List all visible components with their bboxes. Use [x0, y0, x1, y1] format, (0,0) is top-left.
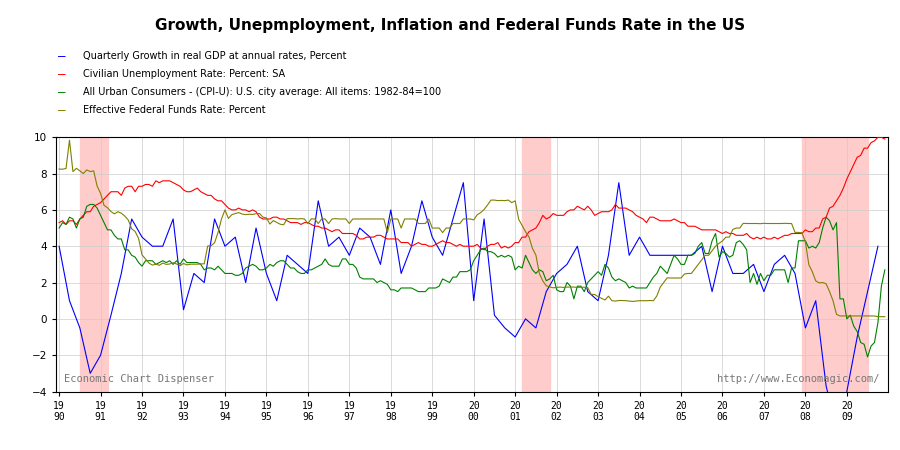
- Text: —: —: [58, 68, 66, 81]
- Text: Quarterly Growth in real GDP at annual rates, Percent: Quarterly Growth in real GDP at annual r…: [83, 51, 347, 61]
- Text: Economic Chart Dispenser: Economic Chart Dispenser: [64, 374, 214, 384]
- Bar: [80, 137, 108, 392]
- Text: Civilian Unemployment Rate: Percent: SA: Civilian Unemployment Rate: Percent: SA: [83, 69, 285, 79]
- Text: http://www.Economagic.com/: http://www.Economagic.com/: [717, 374, 880, 384]
- Bar: [522, 137, 550, 392]
- Text: —: —: [58, 104, 66, 117]
- Text: Growth, Unepmployment, Inflation and Federal Funds Rate in the US: Growth, Unepmployment, Inflation and Fed…: [155, 18, 745, 33]
- Text: Effective Federal Funds Rate: Percent: Effective Federal Funds Rate: Percent: [83, 105, 266, 115]
- Text: —: —: [58, 86, 66, 99]
- Text: —: —: [58, 50, 66, 63]
- Bar: [802, 137, 868, 392]
- Text: All Urban Consumers - (CPI-U): U.S. city average: All items: 1982-84=100: All Urban Consumers - (CPI-U): U.S. city…: [83, 87, 441, 97]
